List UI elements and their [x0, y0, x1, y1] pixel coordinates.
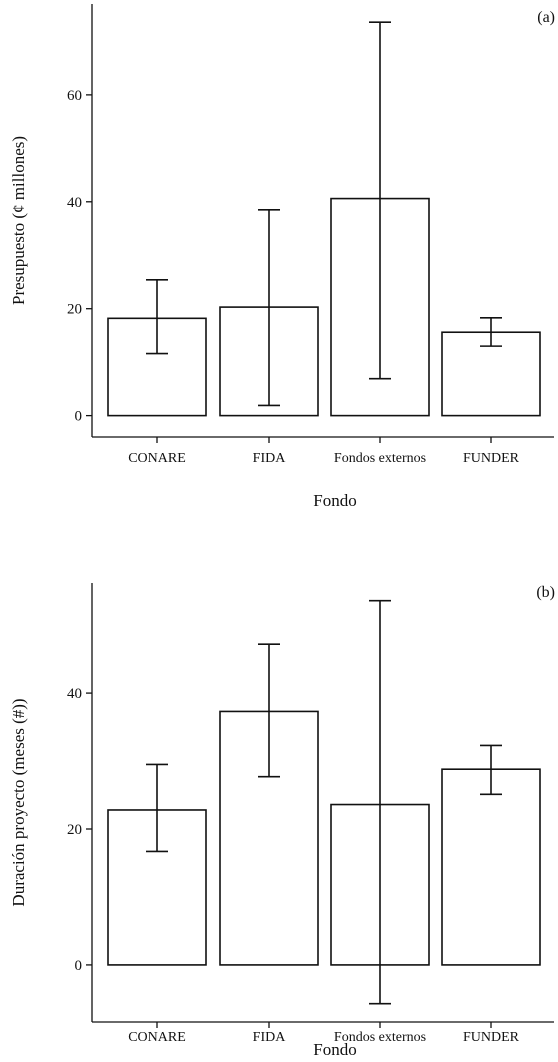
x-tick-label: FIDA [253, 451, 287, 466]
y-tick-label: 60 [67, 88, 82, 104]
panel-tag: (b) [536, 584, 555, 601]
y-tick-label: 40 [67, 686, 82, 702]
y-axis-title: Duración proyecto (meses (#)) [9, 698, 28, 906]
y-tick-label: 40 [67, 195, 82, 211]
x-tick-label: CONARE [128, 1030, 186, 1045]
panel-tag: (a) [537, 9, 555, 26]
x-tick-label: Fondos externos [334, 451, 426, 466]
bar-funder [441, 768, 541, 966]
x-tick-label: Fondos externos [334, 1030, 426, 1045]
y-axis-title: Presupuesto (¢ millones) [9, 136, 28, 305]
x-axis-title: Fondo [313, 491, 356, 510]
y-tick-label: 20 [67, 822, 82, 838]
x-tick-label: FUNDER [463, 451, 520, 466]
chart-panel-b: 0 20 40 CONARE FIDA Fondos externos FUNDER Dura… [9, 583, 555, 1059]
y-tick-label: 0 [75, 958, 83, 974]
y-tick-label: 0 [75, 409, 83, 425]
y-tick-label: 20 [67, 302, 82, 318]
chart-panel-a: 0 20 40 60 CONARE FIDA Fondos externos FUNDER Pr… [9, 4, 555, 510]
x-axis-title: Fondo [313, 1040, 356, 1059]
x-tick-label: FIDA [253, 1030, 287, 1045]
x-tick-label: FUNDER [463, 1030, 520, 1045]
x-tick-label: CONARE [128, 451, 186, 466]
